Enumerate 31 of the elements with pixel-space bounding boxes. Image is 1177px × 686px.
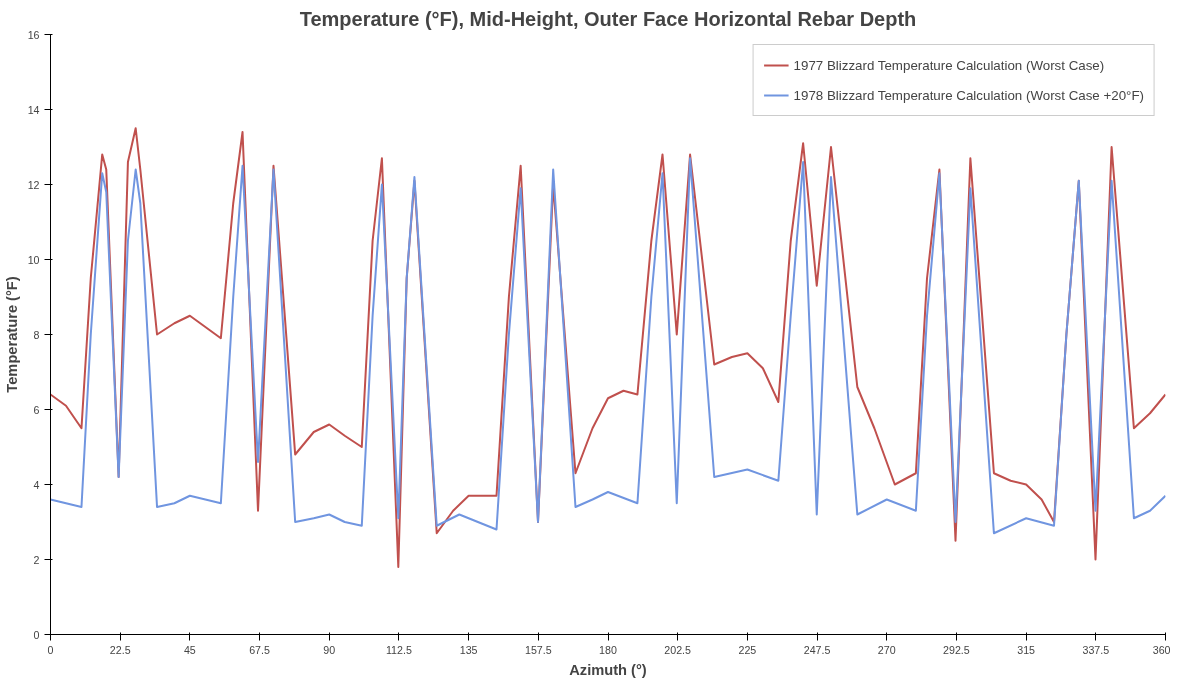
x-tick-label: 135 <box>459 643 478 656</box>
x-tick-label: 315 <box>1017 643 1036 656</box>
y-tick-label: 16 <box>27 28 40 41</box>
x-tick-label: 270 <box>877 643 896 656</box>
y-tick-label: 4 <box>33 478 40 491</box>
x-tick-label: 247.5 <box>803 643 831 656</box>
legend-label: 1977 Blizzard Temperature Calculation (Worst Case) <box>793 57 1105 73</box>
y-tick-label: 8 <box>33 328 40 341</box>
y-tick-label: 0 <box>33 628 40 641</box>
x-tick-label: 202.5 <box>664 643 692 656</box>
x-axis-title: Azimuth (°) <box>569 661 647 678</box>
y-tick-label: 2 <box>33 553 40 566</box>
x-tick-label: 360 <box>1152 643 1171 656</box>
legend-label: 1978 Blizzard Temperature Calculation (Worst Case +20°F) <box>793 87 1144 103</box>
x-tick-label: 337.5 <box>1082 643 1110 656</box>
x-tick-label: 180 <box>599 643 617 656</box>
x-tick-label: 22.5 <box>109 643 131 656</box>
x-tick-label: 157.5 <box>524 643 552 656</box>
x-tick-label: 225 <box>738 643 757 656</box>
x-tick-label: 112.5 <box>386 643 412 656</box>
y-tick-label: 6 <box>33 403 40 416</box>
y-tick-label: 10 <box>27 253 40 266</box>
y-tick-label: 14 <box>27 103 40 116</box>
x-tick-label: 90 <box>323 643 336 656</box>
y-axis-title: Temperature (°F) <box>3 276 20 393</box>
chart-title: Temperature (°F), Mid-Height, Outer Face Horizontal Rebar Depth <box>299 7 917 30</box>
x-tick-label: 0 <box>47 643 54 656</box>
x-tick-label: 67.5 <box>249 643 271 656</box>
y-tick-label: 12 <box>27 178 40 191</box>
x-tick-label: 45 <box>183 643 196 656</box>
x-tick-label: 292.5 <box>943 643 970 656</box>
